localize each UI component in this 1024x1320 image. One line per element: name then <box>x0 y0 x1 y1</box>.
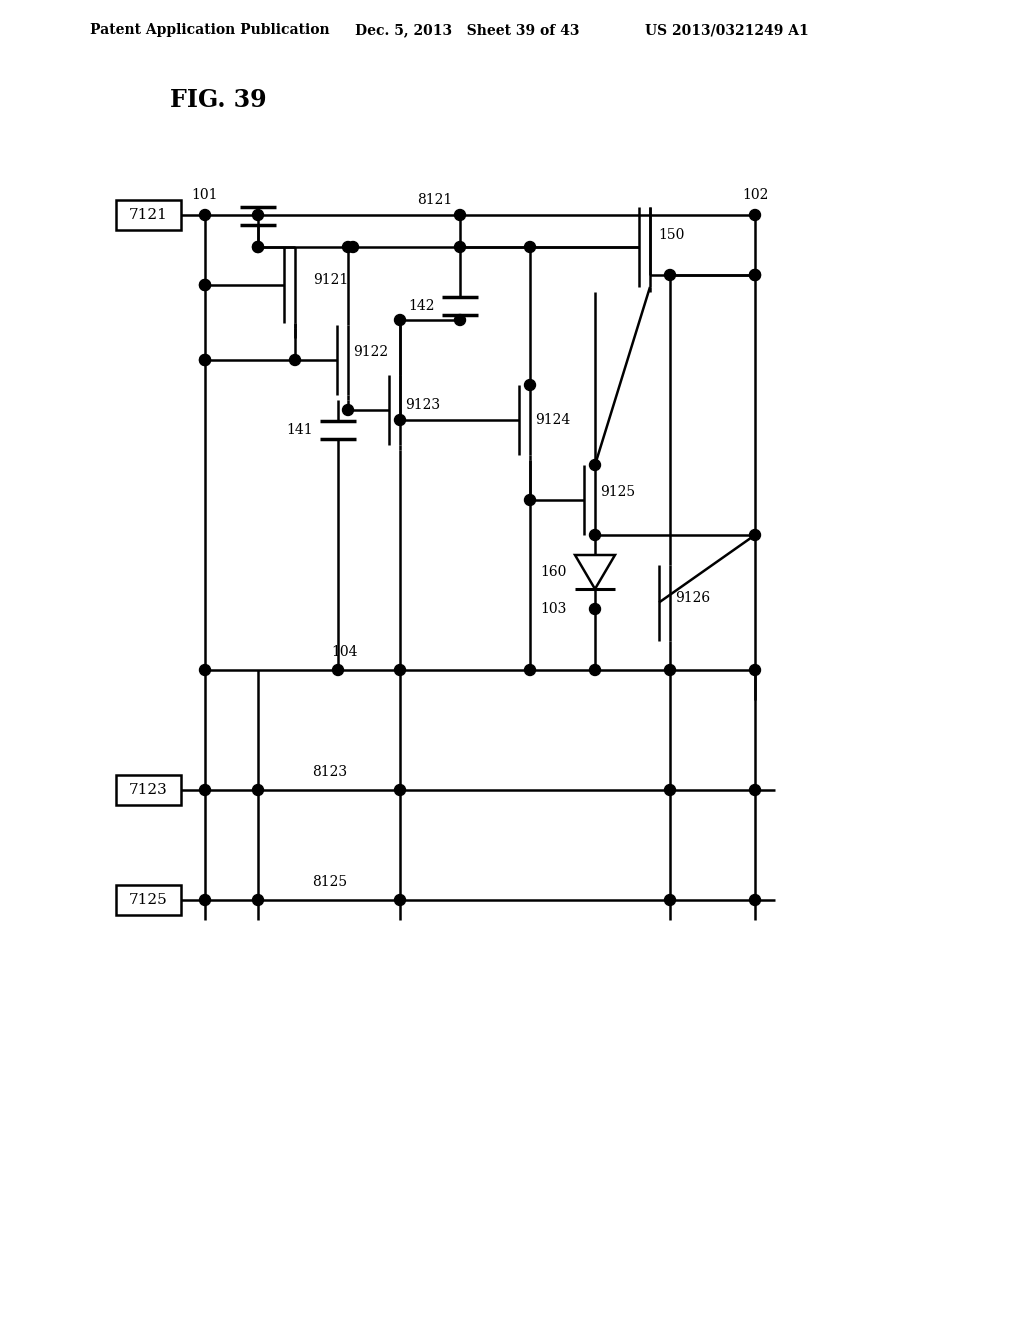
Text: 104: 104 <box>332 645 358 659</box>
Circle shape <box>455 242 466 252</box>
Text: 8121: 8121 <box>418 193 453 207</box>
Text: 103: 103 <box>541 602 567 616</box>
Circle shape <box>253 210 263 220</box>
Circle shape <box>750 529 761 540</box>
Circle shape <box>524 242 536 252</box>
Text: 9124: 9124 <box>535 413 570 426</box>
Circle shape <box>750 269 761 281</box>
Circle shape <box>200 355 211 366</box>
Circle shape <box>253 242 263 252</box>
Circle shape <box>333 664 343 676</box>
Text: 9122: 9122 <box>353 345 388 359</box>
Circle shape <box>590 664 600 676</box>
Text: 9121: 9121 <box>313 273 348 286</box>
Circle shape <box>200 664 211 676</box>
FancyBboxPatch shape <box>116 201 180 230</box>
Circle shape <box>253 895 263 906</box>
Circle shape <box>200 210 211 220</box>
Text: 8123: 8123 <box>312 766 347 779</box>
Circle shape <box>394 664 406 676</box>
Text: 8125: 8125 <box>312 875 347 888</box>
Circle shape <box>750 269 761 281</box>
Circle shape <box>394 784 406 796</box>
Circle shape <box>342 242 353 252</box>
Circle shape <box>200 355 211 366</box>
Text: 102: 102 <box>741 187 768 202</box>
Circle shape <box>750 895 761 906</box>
Text: 7123: 7123 <box>129 783 167 797</box>
Circle shape <box>665 664 676 676</box>
Circle shape <box>394 895 406 906</box>
Text: 160: 160 <box>541 565 567 579</box>
Circle shape <box>200 895 211 906</box>
Text: US 2013/0321249 A1: US 2013/0321249 A1 <box>645 22 809 37</box>
Circle shape <box>455 314 466 326</box>
Circle shape <box>524 664 536 676</box>
Circle shape <box>200 280 211 290</box>
Circle shape <box>394 414 406 425</box>
Circle shape <box>394 314 406 326</box>
Circle shape <box>347 242 358 252</box>
Text: 9123: 9123 <box>406 399 440 412</box>
Circle shape <box>524 380 536 391</box>
FancyBboxPatch shape <box>116 775 180 805</box>
Circle shape <box>290 355 300 366</box>
Circle shape <box>455 210 466 220</box>
Text: 141: 141 <box>287 422 313 437</box>
Circle shape <box>665 784 676 796</box>
Circle shape <box>342 404 353 416</box>
Text: FIG. 39: FIG. 39 <box>170 88 266 112</box>
Text: 7121: 7121 <box>129 209 168 222</box>
Circle shape <box>253 242 263 252</box>
Circle shape <box>665 269 676 281</box>
Text: 150: 150 <box>658 228 684 242</box>
Circle shape <box>750 784 761 796</box>
Text: Dec. 5, 2013   Sheet 39 of 43: Dec. 5, 2013 Sheet 39 of 43 <box>355 22 580 37</box>
Circle shape <box>200 784 211 796</box>
Text: 101: 101 <box>191 187 218 202</box>
Text: 9125: 9125 <box>600 484 635 499</box>
Circle shape <box>590 603 600 615</box>
Text: 7125: 7125 <box>129 894 167 907</box>
Circle shape <box>750 210 761 220</box>
Text: Patent Application Publication: Patent Application Publication <box>90 22 330 37</box>
Circle shape <box>590 529 600 540</box>
Circle shape <box>590 459 600 470</box>
Circle shape <box>253 784 263 796</box>
Text: 142: 142 <box>409 300 435 313</box>
Circle shape <box>200 280 211 290</box>
Circle shape <box>665 895 676 906</box>
FancyBboxPatch shape <box>116 884 180 915</box>
Circle shape <box>750 664 761 676</box>
Circle shape <box>524 495 536 506</box>
Text: 9126: 9126 <box>675 590 710 605</box>
